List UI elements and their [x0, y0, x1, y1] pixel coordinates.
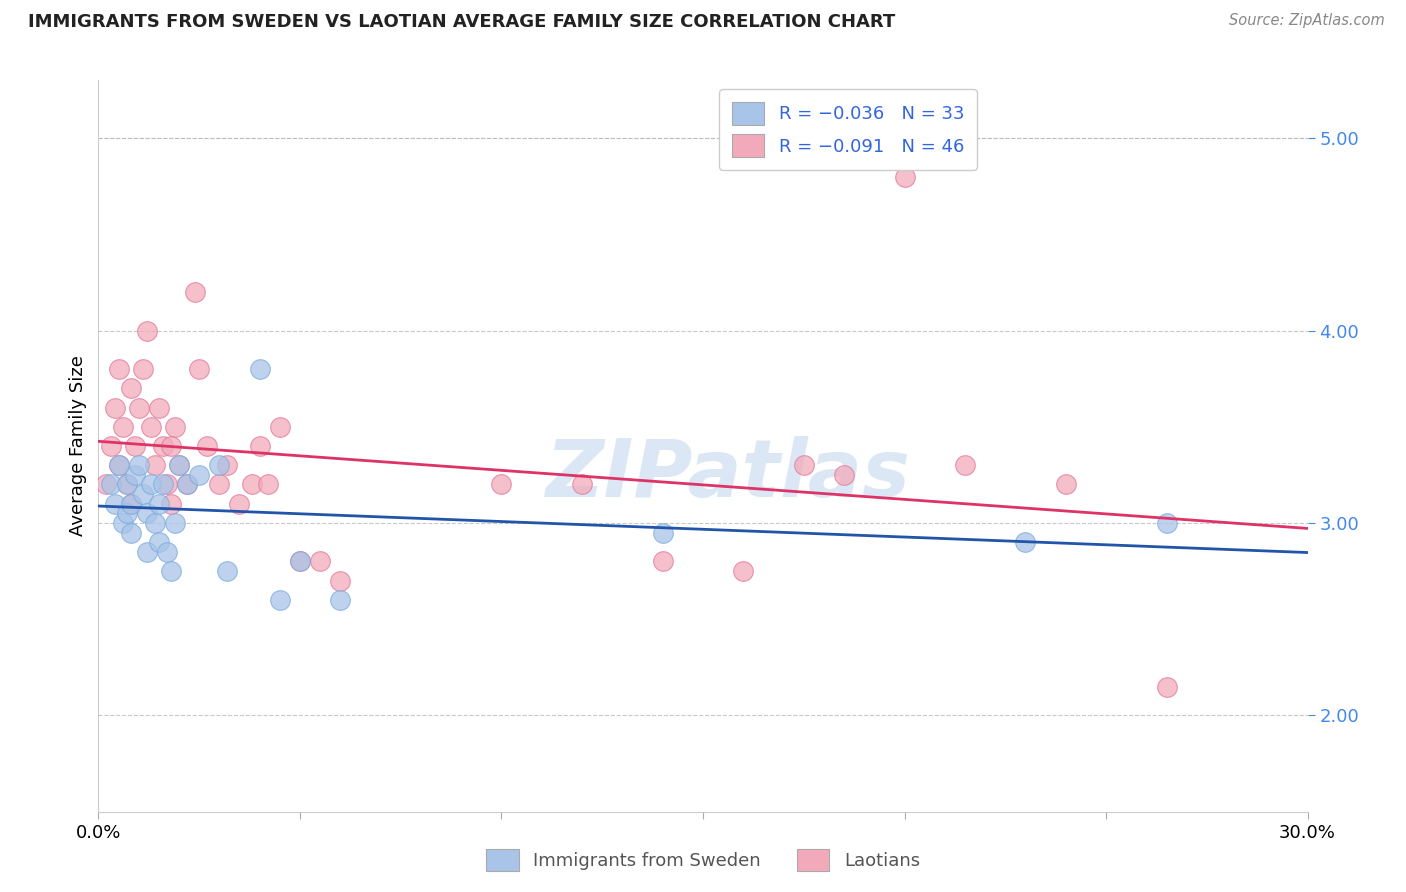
- Point: [160, 497, 183, 511]
- Legend: Immigrants from Sweden, Laotians: Immigrants from Sweden, Laotians: [479, 842, 927, 879]
- Point: [249, 362, 271, 376]
- Point: [124, 467, 146, 482]
- Point: [115, 477, 138, 491]
- Point: [111, 516, 134, 530]
- Y-axis label: Average Family Size: Average Family Size: [69, 356, 87, 536]
- Point: [100, 439, 122, 453]
- Point: [176, 477, 198, 491]
- Point: [269, 419, 291, 434]
- Point: [135, 507, 157, 521]
- Point: [100, 477, 122, 491]
- Point: [1156, 516, 1178, 530]
- Point: [152, 439, 174, 453]
- Point: [115, 477, 138, 491]
- Point: [148, 535, 170, 549]
- Point: [217, 458, 239, 473]
- Point: [491, 477, 513, 491]
- Point: [107, 458, 129, 473]
- Point: [111, 419, 134, 434]
- Point: [288, 554, 311, 568]
- Point: [96, 477, 118, 491]
- Point: [160, 564, 183, 578]
- Point: [143, 516, 166, 530]
- Point: [1156, 680, 1178, 694]
- Point: [120, 525, 142, 540]
- Point: [288, 554, 311, 568]
- Point: [651, 525, 673, 540]
- Point: [132, 362, 155, 376]
- Point: [188, 362, 211, 376]
- Point: [269, 593, 291, 607]
- Point: [195, 439, 218, 453]
- Point: [249, 439, 271, 453]
- Point: [571, 477, 593, 491]
- Point: [128, 458, 150, 473]
- Point: [143, 458, 166, 473]
- Point: [156, 545, 179, 559]
- Point: [832, 467, 855, 482]
- Point: [103, 497, 125, 511]
- Point: [793, 458, 815, 473]
- Point: [160, 439, 183, 453]
- Point: [135, 545, 157, 559]
- Point: [120, 497, 142, 511]
- Point: [128, 401, 150, 415]
- Point: [893, 169, 915, 184]
- Point: [240, 477, 263, 491]
- Text: Source: ZipAtlas.com: Source: ZipAtlas.com: [1229, 13, 1385, 29]
- Point: [103, 401, 125, 415]
- Point: [124, 439, 146, 453]
- Point: [228, 497, 250, 511]
- Point: [217, 564, 239, 578]
- Point: [139, 419, 162, 434]
- Point: [148, 401, 170, 415]
- Point: [120, 497, 142, 511]
- Point: [208, 477, 231, 491]
- Legend: R = −0.036   N = 33, R = −0.091   N = 46: R = −0.036 N = 33, R = −0.091 N = 46: [720, 89, 977, 170]
- Point: [1054, 477, 1077, 491]
- Point: [120, 381, 142, 395]
- Point: [139, 477, 162, 491]
- Point: [309, 554, 332, 568]
- Point: [176, 477, 198, 491]
- Point: [163, 516, 186, 530]
- Point: [953, 458, 976, 473]
- Point: [115, 507, 138, 521]
- Point: [188, 467, 211, 482]
- Point: [256, 477, 278, 491]
- Point: [156, 477, 179, 491]
- Point: [152, 477, 174, 491]
- Point: [184, 285, 207, 299]
- Point: [733, 564, 755, 578]
- Point: [208, 458, 231, 473]
- Point: [163, 419, 186, 434]
- Text: IMMIGRANTS FROM SWEDEN VS LAOTIAN AVERAGE FAMILY SIZE CORRELATION CHART: IMMIGRANTS FROM SWEDEN VS LAOTIAN AVERAG…: [28, 13, 896, 31]
- Point: [132, 487, 155, 501]
- Point: [167, 458, 190, 473]
- Point: [329, 593, 352, 607]
- Point: [148, 497, 170, 511]
- Point: [651, 554, 673, 568]
- Point: [135, 324, 157, 338]
- Point: [107, 362, 129, 376]
- Point: [107, 458, 129, 473]
- Point: [329, 574, 352, 588]
- Text: ZIPatlas: ZIPatlas: [544, 436, 910, 515]
- Point: [167, 458, 190, 473]
- Point: [1014, 535, 1036, 549]
